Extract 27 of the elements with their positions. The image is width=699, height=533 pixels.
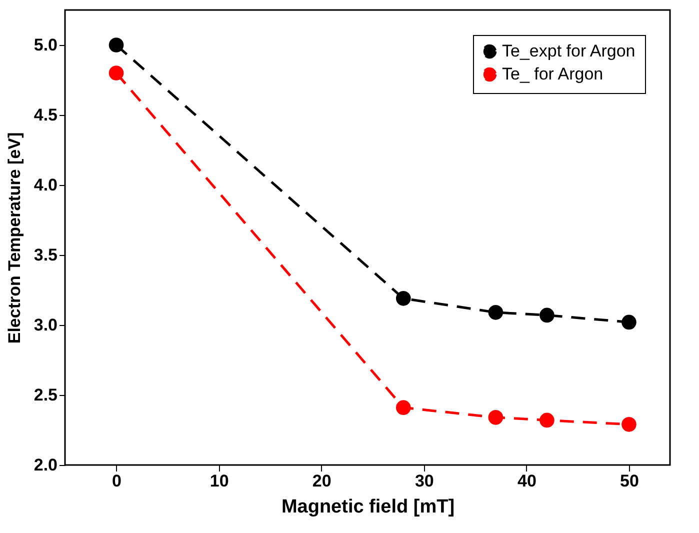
point bbox=[488, 410, 504, 425]
point bbox=[396, 400, 411, 415]
x-tick-label: 40 bbox=[517, 472, 536, 490]
y-tick-label: 2.0 bbox=[34, 456, 58, 474]
point bbox=[488, 305, 504, 320]
legend-label: Te_expt for Argon bbox=[502, 42, 636, 60]
point bbox=[622, 314, 636, 330]
y-tick-label: 4.5 bbox=[34, 106, 58, 124]
y-tick-label: 3.5 bbox=[34, 246, 58, 264]
x-axis-title: Magnetic field [mT] bbox=[281, 496, 455, 518]
y-axis-title: Electron Temperature [eV] bbox=[4, 132, 24, 344]
x-tick-label: 0 bbox=[112, 472, 122, 490]
y-tick-label: 4.0 bbox=[34, 176, 58, 194]
legend-label: Te_ for Argon bbox=[502, 64, 604, 84]
y-tick-label: 3.0 bbox=[34, 316, 58, 334]
point bbox=[540, 412, 554, 428]
x-tick-label: 50 bbox=[620, 472, 639, 490]
point bbox=[108, 66, 124, 80]
x-tick-label: 30 bbox=[414, 472, 434, 490]
point bbox=[540, 308, 554, 323]
y-tick-label: 2.5 bbox=[34, 386, 58, 404]
point bbox=[622, 417, 636, 432]
point bbox=[108, 38, 124, 52]
y-tick-label: 5.0 bbox=[34, 36, 58, 54]
point bbox=[396, 291, 411, 306]
x-tick-label: 10 bbox=[210, 472, 229, 490]
x-tick-label: 20 bbox=[312, 472, 332, 490]
